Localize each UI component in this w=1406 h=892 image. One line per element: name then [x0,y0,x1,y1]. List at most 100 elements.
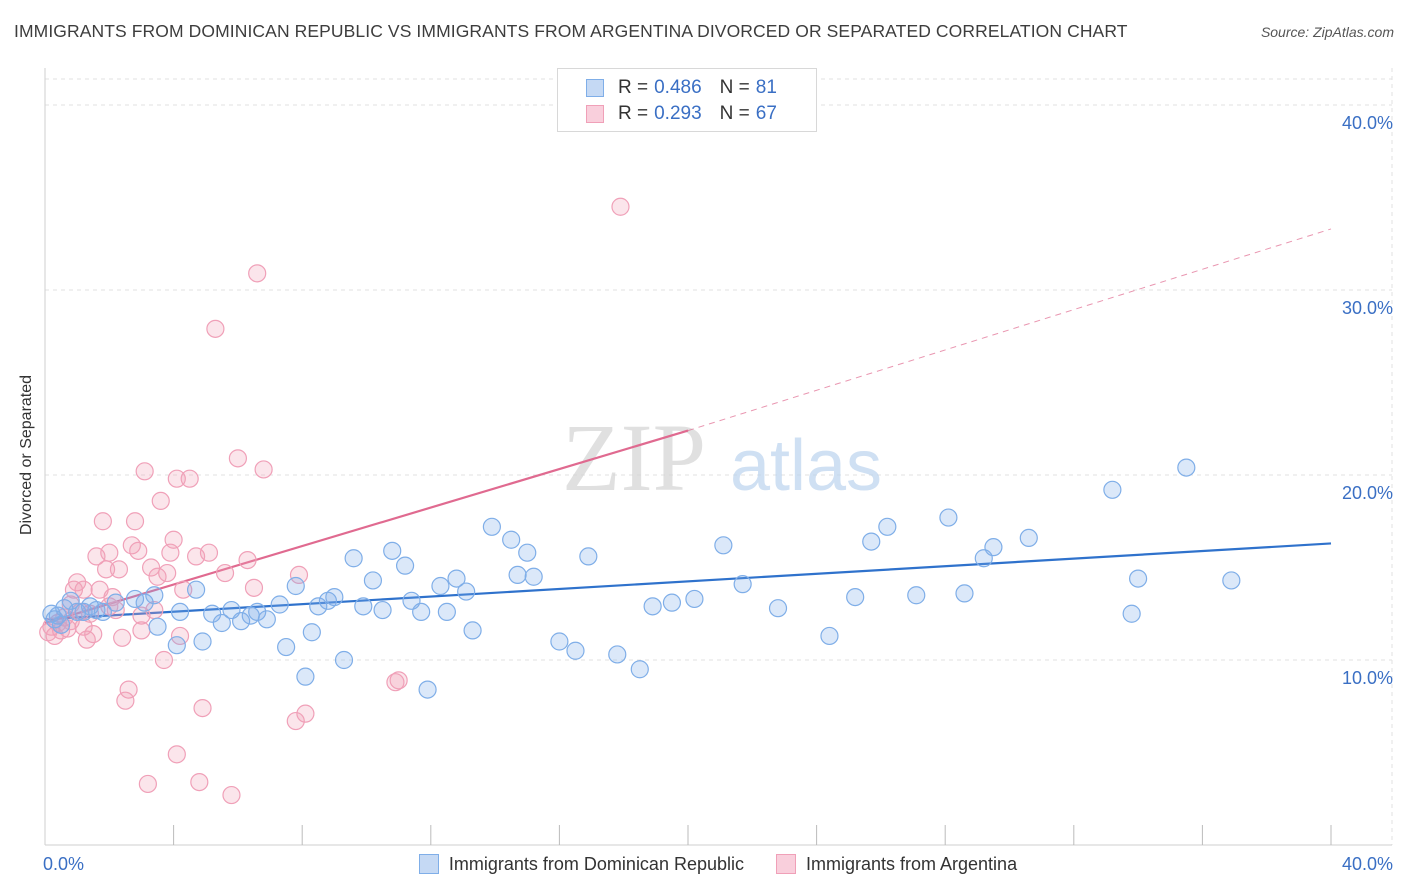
series-swatch-argentina [776,854,796,874]
point-argentina [164,530,183,549]
point-dominican [1122,604,1141,623]
point-dominican [846,587,865,607]
point-dominican [482,517,501,536]
point-dominican [145,586,164,605]
point-dominican [383,541,402,560]
x-tick-label-max: 40.0% [1342,854,1393,874]
point-dominican [309,597,328,616]
point-dominican [662,593,682,612]
point-dominican [463,621,482,640]
point-dominican [193,632,212,651]
point-argentina [125,512,145,531]
point-dominican [373,600,392,620]
point-argentina [238,550,257,570]
point-dominican [203,604,222,623]
point-argentina [167,469,186,488]
point-dominican [508,565,527,585]
point-dominican [187,580,206,599]
legend-swatch-argentina [586,105,604,123]
trend-lines [44,228,1332,625]
point-dominican [395,556,415,575]
point-argentina [93,512,112,531]
point-dominican [714,536,733,555]
point-argentina [611,197,630,216]
point-argentina [167,745,186,764]
point-dominican [257,610,276,629]
point-dominican [1222,571,1241,590]
series-legend-dominican: Immigrants from Dominican Republic [418,854,744,875]
series-legend: Immigrants from Dominican Republic Immig… [0,852,1406,876]
point-dominican [685,589,704,609]
point-dominican [170,602,190,622]
point-argentina [116,691,135,710]
legend-row-dominican: R = 0.486 N = 81 [586,76,777,100]
point-dominican [1103,480,1122,499]
point-dominican [167,636,186,655]
point-argentina [193,698,212,718]
point-argentina [199,543,219,562]
point-dominican [344,549,363,568]
point-argentina [174,580,193,599]
point-dominican [955,584,974,603]
point-dominican [579,547,598,566]
point-argentina [215,563,235,583]
point-argentina [138,774,157,794]
legend-r-value: 0.486 [654,77,702,98]
point-dominican [325,587,344,607]
y-tick-label: 10.0% [1342,668,1393,688]
trend-extension-1 [687,228,1332,432]
point-dominican [232,612,251,631]
watermark-atlas: atlas [730,426,882,506]
legend-r-label: R = [618,77,649,98]
point-argentina [286,711,305,731]
point-dominican [566,641,585,660]
legend-n-value: 81 [755,77,777,98]
legend-r-label: R = [618,103,649,124]
watermark-zip: ZIP [562,404,706,511]
point-dominican [270,595,289,614]
point-dominican [286,576,305,596]
point-argentina [248,264,267,283]
point-argentina [254,460,273,479]
point-argentina [151,491,170,510]
point-dominican [93,602,112,622]
point-dominican [630,660,649,679]
point-dominican [334,650,354,670]
series-legend-argentina: Immigrants from Argentina [776,854,1017,875]
point-dominican [1177,458,1196,477]
point-argentina [84,624,103,644]
point-argentina [100,543,119,562]
point-argentina [68,573,87,592]
point-dominican [502,530,521,549]
series-swatch-dominican [418,854,439,874]
point-argentina [296,704,315,723]
point-dominican [354,597,373,616]
point-argentina [386,673,405,692]
y-axis-label: Divorced or Separated [18,374,35,536]
series-label-argentina: Immigrants from Argentina [806,853,1018,874]
point-argentina [109,560,129,579]
point-dominican [248,602,267,622]
legend-r-value: 0.293 [654,103,702,124]
point-dominican [418,680,437,699]
point-dominican [862,532,881,551]
point-dominican [302,623,321,642]
point-argentina [206,319,225,338]
y-tick-label: 30.0% [1342,298,1393,318]
source-label: Source: ZipAtlas.com [1260,24,1394,40]
data-points [39,197,1241,805]
tick-labels: 10.0% 20.0% 30.0% 40.0% 0.0% 40.0% [43,113,1393,874]
point-argentina [158,563,177,583]
axes [44,68,1392,846]
point-dominican [1128,569,1148,588]
point-dominican [447,569,466,588]
point-dominican [87,600,106,620]
point-dominican [733,575,752,594]
point-argentina [119,680,138,699]
point-argentina [154,650,174,670]
point-argentina [141,558,161,577]
y-tick-label: 40.0% [1342,113,1393,133]
point-dominican [431,576,450,596]
point-dominican [277,637,296,657]
point-argentina [129,541,148,560]
